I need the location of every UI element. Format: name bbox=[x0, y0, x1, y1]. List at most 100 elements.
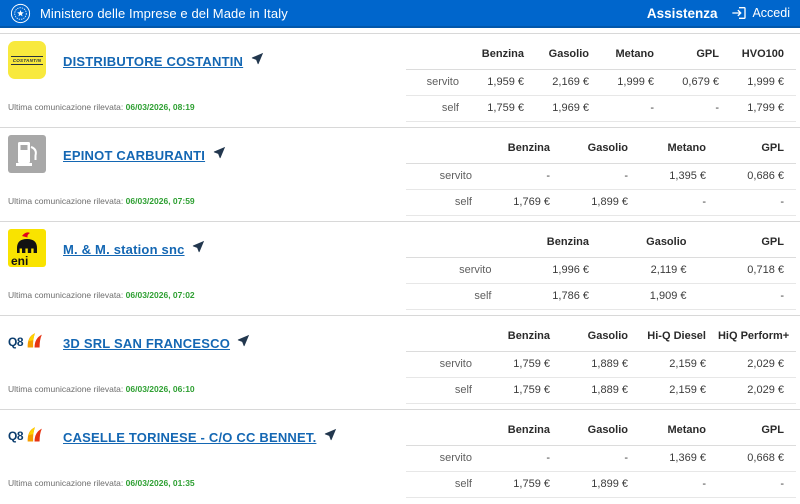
last-report: Ultima comunicazione rilevata: 06/03/202… bbox=[8, 384, 406, 394]
fuel-column-header: GPL bbox=[717, 134, 796, 164]
fuel-column-header: GPL bbox=[717, 416, 796, 446]
login-icon bbox=[732, 7, 747, 19]
price-table: Benzina Gasolio Metano GPL HVO100 servito 1,9… bbox=[405, 40, 796, 122]
price-cell: 1,969 € bbox=[535, 95, 601, 122]
price-row: self 1,769 €1,899 € - - bbox=[405, 189, 796, 216]
service-type-label: self bbox=[405, 377, 484, 404]
price-cell: - bbox=[698, 283, 796, 310]
eni-logo-text: eni bbox=[11, 254, 29, 267]
fuel-header-row: Benzina Gasolio Metano GPL bbox=[405, 134, 796, 164]
fuel-header-row: Benzina Gasolio Metano GPL bbox=[405, 416, 796, 446]
price-cell: - bbox=[717, 471, 796, 498]
fuel-column-header: Hi-Q Diesel bbox=[639, 322, 718, 352]
corner-cell bbox=[405, 322, 484, 352]
fuel-column-header: Benzina bbox=[483, 134, 562, 164]
fuel-column-header: Gasolio bbox=[600, 228, 699, 258]
last-report-label: Ultima comunicazione rilevata: bbox=[8, 290, 124, 300]
service-type-label: servito bbox=[405, 163, 484, 190]
last-report: Ultima comunicazione rilevata: 06/03/202… bbox=[8, 196, 406, 206]
last-report-label: Ultima comunicazione rilevata: bbox=[8, 478, 124, 488]
navigate-location-arrow-icon[interactable] bbox=[323, 427, 338, 442]
price-cell: 1,889 € bbox=[561, 377, 640, 404]
price-row: self 1,759 €1,889 €2,159 €2,029 € bbox=[405, 377, 796, 404]
price-cell: - bbox=[665, 95, 731, 122]
fuel-column-header: GPL bbox=[665, 40, 731, 70]
fuel-column-header: Gasolio bbox=[535, 40, 601, 70]
last-report-value: 06/03/2026, 08:19 bbox=[125, 102, 195, 112]
accedi-button[interactable]: Accedi bbox=[731, 5, 790, 21]
accedi-label: Accedi bbox=[752, 6, 790, 20]
fuel-column-header: Gasolio bbox=[561, 134, 640, 164]
service-type-label: servito bbox=[405, 351, 484, 378]
navigate-location-arrow-icon[interactable] bbox=[191, 239, 206, 254]
corner-cell bbox=[405, 228, 504, 258]
station-card: COSTANTIN DISTRIBUTORE COSTANTIN Ultima … bbox=[0, 33, 800, 127]
price-cell: 1,369 € bbox=[639, 445, 718, 472]
service-type-label: self bbox=[405, 95, 471, 122]
price-cell: 1,759 € bbox=[483, 351, 562, 378]
navigate-location-arrow-icon[interactable] bbox=[212, 145, 227, 160]
eni-dog-icon bbox=[17, 232, 37, 253]
station-card: Q8 3D SRL SAN FRANCESCO Ultima comunicaz… bbox=[0, 315, 800, 409]
price-cell: 0,679 € bbox=[665, 69, 731, 96]
service-type-label: self bbox=[405, 189, 484, 216]
service-type-label: self bbox=[405, 471, 484, 498]
price-cell: 0,686 € bbox=[717, 163, 796, 190]
station-name-link[interactable]: 3D SRL SAN FRANCESCO bbox=[63, 336, 231, 351]
corner-cell bbox=[405, 40, 471, 70]
price-cell: 2,119 € bbox=[600, 257, 699, 284]
station-name-link[interactable]: M. & M. station snc bbox=[63, 242, 185, 257]
eni-logo: eni bbox=[8, 229, 46, 267]
price-cell: 1,786 € bbox=[503, 283, 601, 310]
station-name-link[interactable]: DISTRIBUTORE COSTANTIN bbox=[63, 54, 244, 69]
price-row: servito 1,959 €2,169 €1,999 €0,679 €1,999… bbox=[405, 69, 796, 96]
fuel-header-row: Benzina Gasolio Hi-Q Diesel HiQ Perform+ bbox=[405, 322, 796, 352]
fuel-column-header: Benzina bbox=[483, 322, 562, 352]
service-type-label: self bbox=[405, 283, 504, 310]
price-cell: 1,395 € bbox=[639, 163, 718, 190]
price-row: self 1,786 €1,909 € - bbox=[405, 283, 796, 310]
last-report-value: 06/03/2026, 07:02 bbox=[125, 290, 195, 300]
price-row: self 1,759 €1,899 € - - bbox=[405, 471, 796, 498]
q8-logo: Q8 bbox=[8, 323, 46, 361]
fuel-header-row: Benzina Gasolio Metano GPL HVO100 bbox=[405, 40, 796, 70]
q8-sails-icon bbox=[27, 427, 42, 442]
price-cell: - bbox=[639, 471, 718, 498]
station-name-link[interactable]: EPINOT CARBURANTI bbox=[63, 148, 206, 163]
last-report-value: 06/03/2026, 01:35 bbox=[125, 478, 195, 488]
service-type-label: servito bbox=[405, 445, 484, 472]
generic-fuel-pump-logo bbox=[8, 135, 46, 173]
price-row: servito - -1,395 €0,686 € bbox=[405, 163, 796, 190]
price-cell: 0,668 € bbox=[717, 445, 796, 472]
corner-cell bbox=[405, 134, 484, 164]
price-table: Benzina Gasolio Metano GPL servito - -1,395 €… bbox=[405, 134, 796, 216]
corner-cell bbox=[405, 416, 484, 446]
fuel-column-header: Metano bbox=[639, 416, 718, 446]
last-report-label: Ultima comunicazione rilevata: bbox=[8, 384, 124, 394]
q8-logo: Q8 bbox=[8, 417, 46, 455]
navigate-location-arrow-icon[interactable] bbox=[250, 51, 265, 66]
header-bar: Ministero delle Imprese e del Made in It… bbox=[0, 0, 800, 28]
assistenza-link[interactable]: Assistenza bbox=[646, 5, 718, 21]
last-report: Ultima comunicazione rilevata: 06/03/202… bbox=[8, 478, 406, 488]
fuel-column-header: Gasolio bbox=[561, 322, 640, 352]
price-cell: 2,029 € bbox=[717, 351, 796, 378]
price-cell: - bbox=[600, 95, 666, 122]
fuel-column-header: Metano bbox=[639, 134, 718, 164]
fuel-column-header: HVO100 bbox=[730, 40, 796, 70]
site-title: Ministero delle Imprese e del Made in It… bbox=[40, 5, 288, 21]
price-table: Benzina Gasolio GPL servito 1,996 €2,119 €0… bbox=[405, 228, 796, 310]
price-cell: - bbox=[717, 189, 796, 216]
navigate-location-arrow-icon[interactable] bbox=[236, 333, 251, 348]
price-cell: 0,718 € bbox=[698, 257, 796, 284]
price-cell: 1,996 € bbox=[503, 257, 601, 284]
fuel-column-header: Benzina bbox=[470, 40, 536, 70]
fuel-header-row: Benzina Gasolio GPL bbox=[405, 228, 796, 258]
fuel-pump-icon bbox=[16, 142, 37, 166]
station-card: EPINOT CARBURANTI Ultima comunicazione r… bbox=[0, 127, 800, 221]
price-cell: - bbox=[483, 163, 562, 190]
q8-sails-icon bbox=[27, 333, 42, 348]
costantin-logo-text: COSTANTIN bbox=[10, 55, 44, 65]
price-cell: 1,999 € bbox=[600, 69, 666, 96]
station-name-link[interactable]: CASELLE TORINESE - C/O CC BENNET. bbox=[63, 430, 317, 445]
